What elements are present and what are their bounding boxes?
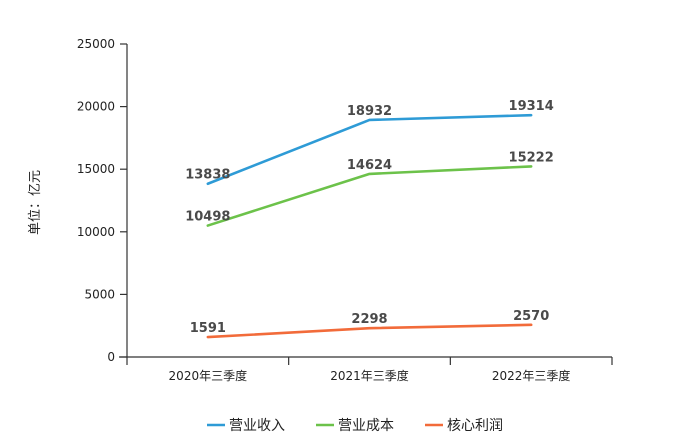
series-line — [206, 323, 533, 339]
data-label: 14624 — [347, 158, 392, 173]
series-line — [206, 113, 533, 186]
data-label: 19314 — [509, 99, 554, 114]
series-line — [206, 165, 533, 227]
legend-label: 核心利润 — [447, 418, 503, 433]
legend: 营业收入 营业成本 核心利润 — [207, 418, 503, 433]
series-layer — [206, 113, 533, 339]
y-tick-label: 25000 — [77, 37, 115, 51]
x-tick-label: 2022年三季度 — [492, 368, 571, 383]
data-label: 13838 — [185, 168, 230, 183]
y-tick-label: 15000 — [77, 162, 115, 176]
y-axis-label: 单位：亿元 — [28, 170, 43, 235]
data-label: 2298 — [351, 312, 387, 327]
data-labels: 13838 18932 19314 10498 14624 15222 1591 2298 25… — [185, 99, 554, 336]
y-tick-label: 5000 — [84, 287, 115, 301]
y-tick-label: 20000 — [77, 100, 115, 114]
axes: 0 5000 10000 15000 20000 25000 2020年三季度 2021年三季… — [28, 37, 613, 383]
data-label: 2570 — [513, 309, 549, 324]
y-tick-label: 10000 — [77, 225, 115, 239]
legend-label: 营业成本 — [338, 418, 394, 433]
data-label: 18932 — [347, 104, 392, 119]
data-label: 15222 — [509, 150, 554, 165]
data-label: 10498 — [185, 210, 230, 225]
data-label: 1591 — [190, 321, 226, 336]
x-tick-label: 2020年三季度 — [169, 368, 248, 383]
y-tick-label: 0 — [107, 350, 115, 364]
x-tick-label: 2021年三季度 — [330, 368, 409, 383]
legend-label: 营业收入 — [229, 418, 285, 433]
